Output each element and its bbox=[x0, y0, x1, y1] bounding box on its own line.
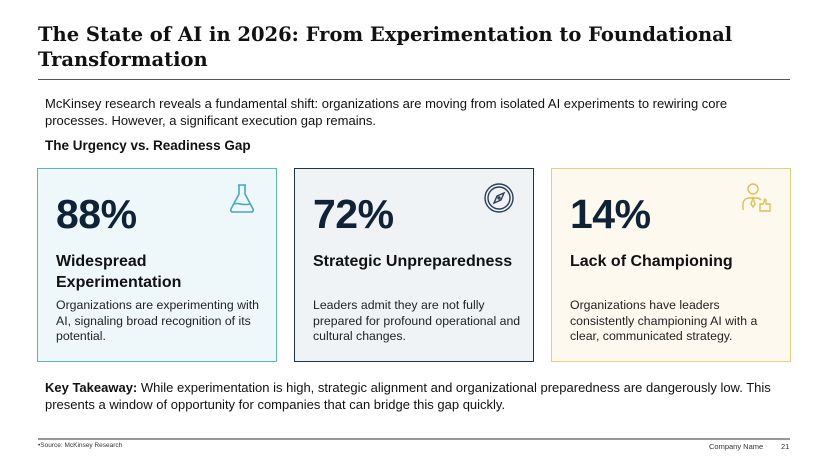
page-number: 21 bbox=[781, 442, 790, 451]
key-takeaway-text: While experimentation is high, strategic… bbox=[45, 380, 771, 412]
footer-source: •Source: McKinsey Research bbox=[38, 442, 123, 449]
title-divider bbox=[38, 79, 790, 80]
stat-card-championing: 14% Lack of Championing Organizations ha… bbox=[551, 168, 791, 362]
section-subheading: The Urgency vs. Readiness Gap bbox=[45, 138, 251, 153]
flask-icon bbox=[229, 184, 255, 213]
stat-heading: Strategic Unpreparedness bbox=[313, 253, 513, 270]
compass-icon bbox=[484, 183, 514, 213]
slide-title: The State of AI in 2026: From Experiment… bbox=[38, 23, 733, 71]
stat-value: 14% bbox=[570, 191, 651, 237]
key-takeaway-label: Key Takeaway: bbox=[45, 380, 138, 395]
stat-card-experimentation: 88% Widespread Experimentation Organizat… bbox=[37, 168, 277, 362]
stat-description: Organizations are experimenting with AI,… bbox=[56, 298, 260, 343]
stat-card-unpreparedness: 72% Strategic Unpreparedness Leaders adm… bbox=[294, 168, 534, 362]
leader-thumbs-up-icon bbox=[742, 183, 771, 212]
stat-description: Organizations have leaders consistently … bbox=[570, 298, 758, 343]
footer-divider bbox=[38, 438, 790, 440]
intro-text: McKinsey research reveals a fundamental … bbox=[45, 96, 728, 128]
stat-description: Leaders admit they are not fully prepare… bbox=[313, 298, 521, 343]
footer-company: Company Name bbox=[709, 442, 764, 451]
stat-value: 72% bbox=[313, 191, 394, 237]
stat-heading: Lack of Championing bbox=[570, 253, 733, 270]
stat-value: 88% bbox=[56, 191, 137, 237]
stat-heading: Widespread Experimentation bbox=[56, 253, 182, 291]
key-takeaway: Key Takeaway: While experimentation is h… bbox=[45, 379, 785, 413]
